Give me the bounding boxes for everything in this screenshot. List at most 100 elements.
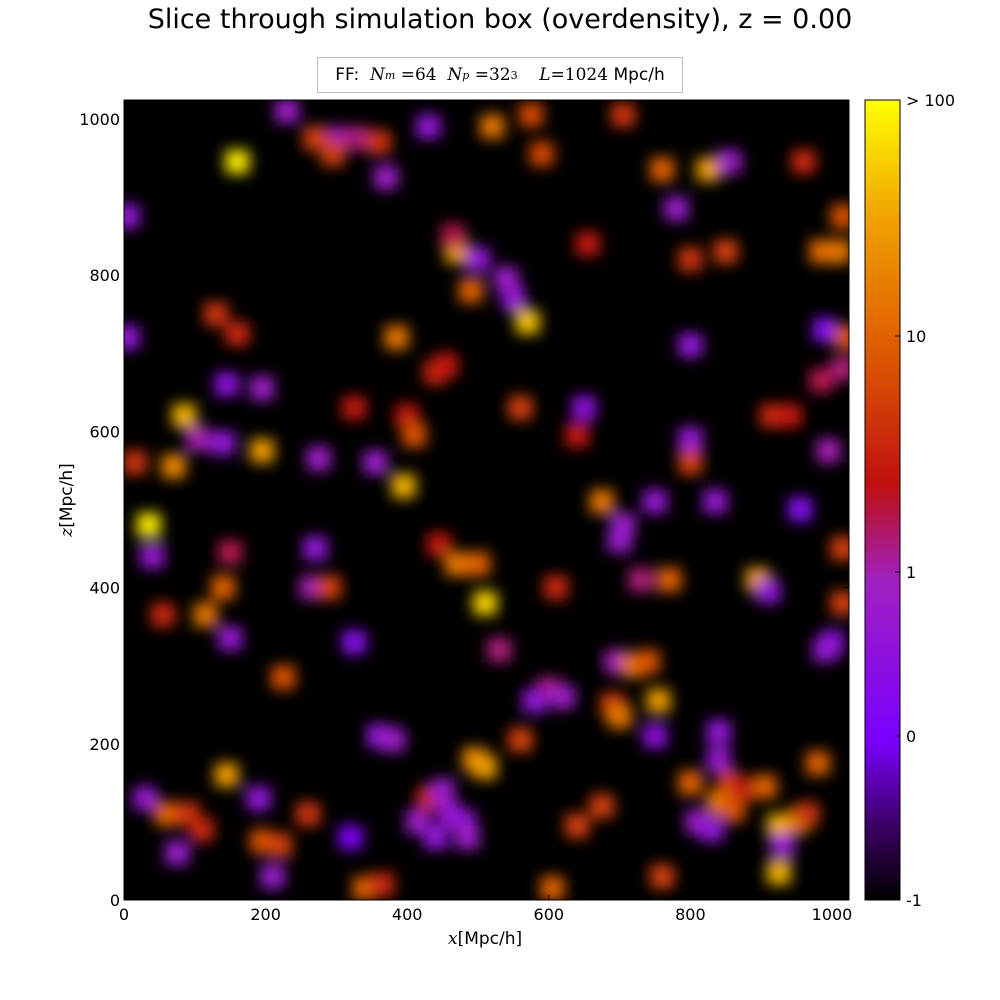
- density-blob: [189, 817, 214, 842]
- chart-title: Slice through simulation box (overdensit…: [147, 4, 853, 35]
- density-blob: [366, 130, 391, 155]
- density-blob: [124, 325, 140, 350]
- density-blob: [575, 231, 600, 256]
- density-blob: [402, 423, 427, 448]
- density-blob: [678, 770, 703, 795]
- density-blob: [643, 723, 668, 748]
- density-blob: [133, 786, 158, 811]
- density-blob: [172, 403, 197, 428]
- density-blob: [795, 802, 820, 827]
- density-blob: [296, 802, 321, 827]
- density-blob: [345, 126, 370, 151]
- l-unit: Mpc/h: [613, 65, 665, 85]
- density-blob: [657, 567, 682, 592]
- density-blob: [124, 204, 140, 229]
- density-blob: [515, 309, 540, 334]
- density-blob: [473, 591, 498, 616]
- colorbar: [864, 99, 901, 901]
- density-blob: [303, 536, 328, 561]
- x-tick-label: 800: [675, 905, 706, 924]
- density-blob: [827, 239, 849, 264]
- density-blob: [480, 114, 505, 139]
- density-blob: [466, 247, 491, 272]
- density-blob: [161, 454, 186, 479]
- density-blob: [646, 688, 671, 713]
- density-blob: [720, 798, 745, 823]
- density-blob: [805, 751, 830, 776]
- density-blob: [830, 204, 849, 229]
- density-blob: [267, 833, 292, 858]
- nm-subscript: m: [384, 68, 396, 82]
- density-blob: [363, 450, 388, 475]
- density-blob: [717, 149, 742, 174]
- density-blob: [384, 325, 409, 350]
- density-blob: [218, 626, 243, 651]
- nm-value: =64: [400, 65, 437, 85]
- y-axis: 0 200 400 600 800 1000: [79, 110, 849, 910]
- colorbar-tick-label: 10: [906, 327, 926, 346]
- density-blob: [589, 489, 614, 514]
- np-exponent: 3: [510, 68, 518, 82]
- density-blob: [830, 591, 849, 616]
- density-blob: [225, 321, 250, 346]
- density-blob: [501, 286, 526, 311]
- density-blob: [713, 239, 738, 264]
- x-tick-label: 600: [534, 905, 565, 924]
- density-blob: [260, 864, 285, 889]
- x-tick-label: 200: [250, 905, 281, 924]
- y-tick-label: 1000: [79, 110, 120, 129]
- density-blob: [607, 704, 632, 729]
- y-axis-label: z[Mpc/h]: [56, 463, 77, 537]
- density-blob: [529, 141, 554, 166]
- density-blob: [423, 825, 448, 850]
- density-blob: [650, 157, 675, 182]
- density-blob: [678, 427, 703, 452]
- density-field: [124, 100, 849, 900]
- density-blob: [809, 368, 834, 393]
- density-blob: [211, 575, 236, 600]
- density-blob: [706, 720, 731, 745]
- density-blob: [441, 223, 466, 248]
- density-blob: [664, 196, 689, 221]
- density-blob: [696, 157, 721, 182]
- density-blob: [589, 794, 614, 819]
- density-blob: [186, 427, 211, 452]
- density-blob: [777, 403, 802, 428]
- density-blob: [607, 528, 632, 553]
- x-axis-label: x[Mpc/h]: [448, 929, 523, 949]
- density-blob: [791, 149, 816, 174]
- density-blob: [455, 825, 480, 850]
- density-blob: [416, 114, 441, 139]
- y-tick-label: 600: [89, 422, 120, 441]
- colorbar-tick-label: -1: [906, 891, 922, 910]
- density-blob: [434, 352, 459, 377]
- density-blob: [678, 333, 703, 358]
- density-blob: [430, 778, 455, 803]
- density-blob: [218, 540, 243, 565]
- density-blob: [370, 872, 395, 897]
- density-blob: [756, 579, 781, 604]
- y-tick-label: 400: [89, 579, 120, 598]
- density-blob: [650, 864, 675, 889]
- density-blob: [519, 102, 544, 127]
- density-blob: [140, 544, 165, 569]
- nm-symbol: N: [369, 65, 385, 85]
- density-blob: [193, 602, 218, 627]
- density-blob: [540, 876, 565, 900]
- density-blob: [124, 450, 147, 475]
- density-blob: [565, 423, 590, 448]
- np-symbol: N: [447, 65, 463, 85]
- density-blob: [572, 395, 597, 420]
- density-blob: [136, 513, 161, 537]
- density-blob: [770, 833, 795, 858]
- density-blob: [487, 638, 512, 662]
- density-blob: [522, 688, 547, 713]
- density-blob: [306, 446, 331, 471]
- density-blob: [444, 552, 469, 577]
- density-blob: [703, 489, 728, 514]
- colorbar-tick-label: > 100: [906, 91, 955, 110]
- x-tick-label: 400: [392, 905, 423, 924]
- y-tick-label: 200: [89, 735, 120, 754]
